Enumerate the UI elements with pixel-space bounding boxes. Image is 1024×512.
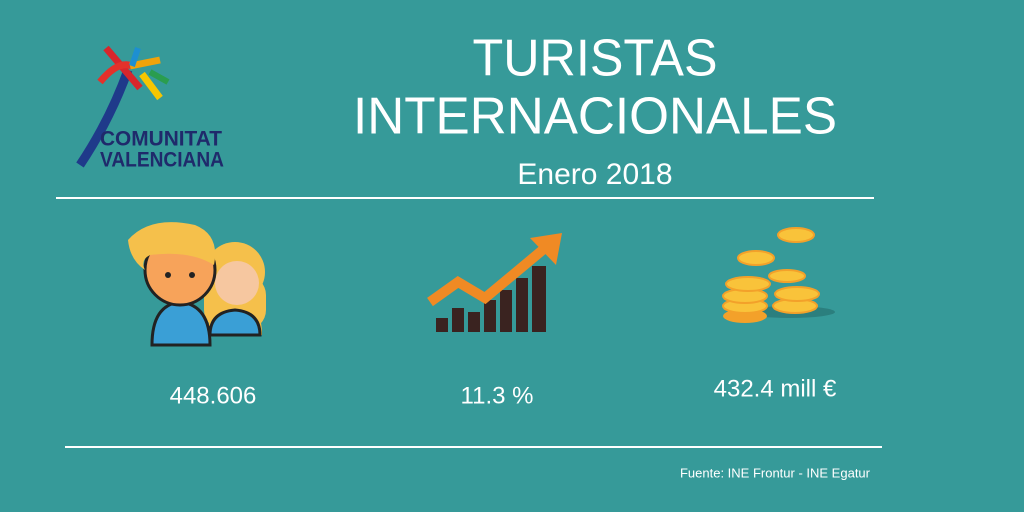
body	[208, 308, 262, 337]
eye	[189, 272, 195, 278]
logo-stroke	[76, 68, 133, 168]
bar-icon	[484, 300, 496, 332]
source: Fuente: INE Frontur - INE Egatur	[680, 465, 871, 480]
bar-icon	[452, 308, 464, 332]
bar-icon	[532, 266, 546, 332]
coin	[777, 227, 815, 243]
logo-stroke	[97, 61, 134, 85]
people-icon	[128, 222, 266, 347]
logo-stroke	[139, 71, 163, 101]
stat-value: 11.3 %	[461, 382, 534, 409]
logo-stroke	[148, 69, 170, 85]
title: TURISTAS	[473, 30, 718, 88]
arrow-head	[530, 233, 562, 265]
logo-stroke	[129, 47, 141, 67]
stat-value: 448.606	[170, 382, 257, 409]
coin	[774, 286, 820, 302]
arrow	[427, 244, 549, 307]
coin	[737, 250, 775, 266]
logo-text: VALENCIANA	[100, 149, 224, 172]
growth-icon	[427, 233, 562, 332]
coin	[725, 276, 771, 292]
subtitle: Enero 2018	[517, 158, 672, 191]
logo: COMUNITAT VALENCIANA	[76, 45, 224, 172]
title: INTERNACIONALES	[353, 88, 837, 146]
hair	[128, 222, 216, 270]
bar-icon	[436, 318, 448, 332]
bar-icon	[516, 278, 528, 332]
bar-icon	[500, 290, 512, 332]
coins-icon	[722, 227, 835, 323]
logo-text: COMUNITAT	[100, 128, 222, 151]
eye	[165, 272, 171, 278]
face	[215, 261, 259, 305]
coin	[768, 269, 806, 283]
stat-value: 432.4 mill €	[714, 375, 837, 402]
bar-icon	[468, 312, 480, 332]
